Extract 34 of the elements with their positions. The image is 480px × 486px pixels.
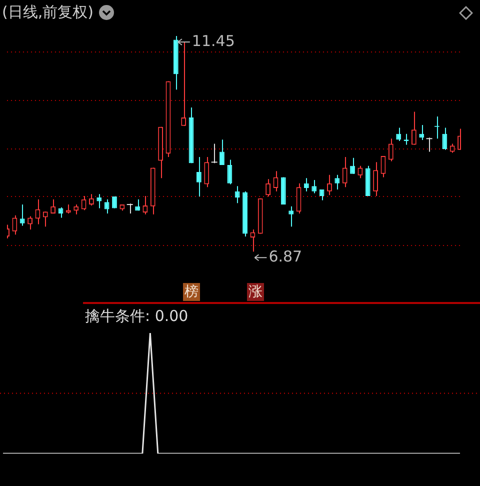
candlestick [12, 214, 18, 236]
text: 榜 [183, 283, 200, 301]
candlestick [411, 111, 416, 146]
candlestick [181, 42, 186, 126]
annotation: 6.87 [268, 247, 302, 266]
candlestick [227, 159, 232, 185]
candlestick [312, 180, 317, 194]
candlestick [220, 139, 224, 166]
candlestick [288, 206, 294, 228]
annotation: 11.45 [192, 32, 235, 50]
candlestick [396, 127, 402, 142]
text: 涨 [247, 283, 264, 301]
candlestick [342, 156, 348, 188]
candlestick [20, 204, 25, 226]
candlestick [196, 156, 202, 198]
candlestick [388, 138, 394, 162]
candlestick [373, 162, 378, 197]
candlestick [442, 127, 448, 150]
candlestick [50, 198, 56, 214]
candlestick [350, 157, 355, 174]
candlestick [327, 174, 332, 196]
candlestick [304, 178, 309, 192]
candlestick [234, 186, 240, 204]
candlestick [42, 211, 48, 228]
candlestick [250, 228, 256, 252]
candlestick [334, 174, 340, 190]
candlestick [142, 196, 148, 215]
chart-title: 擒牛条件: 0.00 [85, 307, 188, 326]
chart-title: (日线,前复权) [2, 2, 94, 23]
candlestick [74, 204, 79, 215]
candlestick [204, 156, 210, 188]
candlestick [104, 198, 110, 214]
candlestick [266, 178, 271, 198]
candlestick [358, 165, 363, 179]
